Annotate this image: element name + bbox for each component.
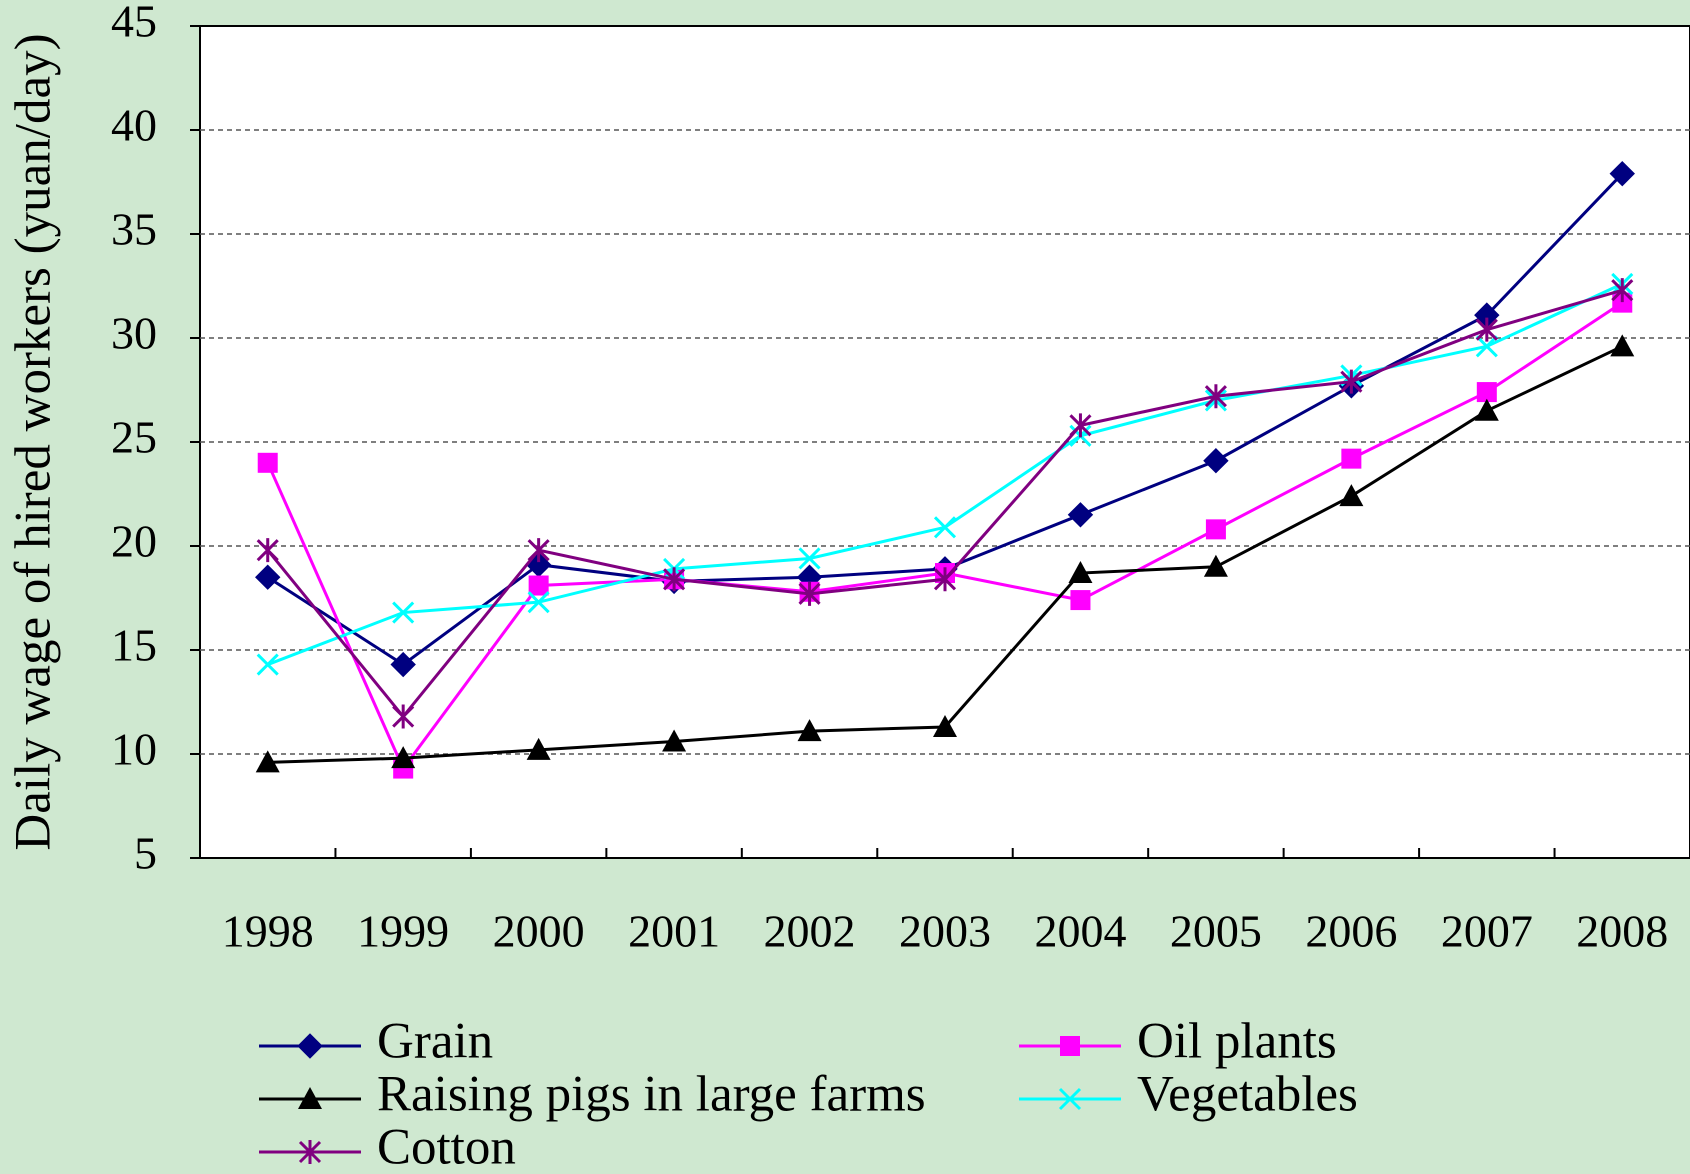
x-tick-label: 1999 [357,906,449,957]
data-point [1067,502,1094,528]
data-point [1612,292,1633,313]
x-tick-label: 2004 [1034,906,1126,957]
data-point [257,452,278,473]
data-point [256,653,279,676]
data-point [1340,369,1363,394]
data-point [391,746,416,769]
data-point [798,547,821,570]
data-point [1475,335,1498,358]
y-tick-label: 25 [111,412,157,463]
data-point [1611,278,1634,303]
data-point [1205,519,1226,540]
y-tick-label: 10 [111,724,157,775]
data-point [1476,382,1497,403]
data-point [1068,561,1093,584]
x-tick-label: 2007 [1441,906,1533,957]
legend-label: Grain [377,1014,493,1070]
y-tick-label: 40 [111,100,157,151]
x-tick-label: 2001 [628,906,720,957]
data-point [1203,448,1229,474]
data-point [255,750,280,773]
legend-marker [1060,1036,1080,1056]
data-point [528,575,549,596]
y-tick-label: 35 [111,204,157,255]
legend-label: Vegetables [1137,1067,1358,1123]
x-tick-label: 2006 [1305,906,1397,957]
data-point [392,704,415,729]
data-point [1203,554,1228,577]
x-tick-label: 2003 [899,906,991,957]
data-point [255,564,281,590]
y-tick-label: 15 [111,620,157,671]
legend-label: Raising pigs in large farms [377,1067,926,1123]
data-point [392,601,415,624]
x-tick-label: 1998 [222,906,314,957]
legend-label: Cotton [377,1120,516,1174]
data-point [527,538,550,563]
data-point [1339,484,1364,507]
x-tick-label: 2005 [1170,906,1262,957]
legend-marker [297,1033,323,1059]
data-point [390,651,416,678]
y-tick-label: 45 [111,0,157,47]
data-point [527,591,550,614]
x-tick-label: 2000 [493,906,585,957]
data-point [1609,160,1635,187]
x-tick-label: 2008 [1576,906,1668,957]
data-point [1069,413,1092,438]
data-point [526,737,551,760]
y-tick-label: 30 [111,308,157,359]
data-point [1610,334,1635,357]
legend-marker [298,1087,322,1109]
legend-marker [298,1140,322,1164]
data-point [1475,317,1498,342]
data-point [1341,448,1362,469]
x-tick-label: 2002 [764,906,856,957]
legend-marker [1058,1087,1082,1111]
data-point [1474,398,1499,421]
data-point [798,581,821,606]
legend-label: Oil plants [1137,1014,1337,1070]
data-point [933,567,957,592]
y-tick-label: 20 [111,516,157,567]
data-point [662,729,687,752]
data-point [256,538,279,563]
data-point [663,567,686,592]
data-point [797,719,822,742]
data-point [933,714,957,737]
data-point [1204,384,1227,409]
y-axis-label: Daily wage of hired workers (yuan/day) [6,33,62,850]
data-point [933,516,957,539]
y-tick-label: 5 [134,828,157,879]
data-point [1070,590,1091,611]
